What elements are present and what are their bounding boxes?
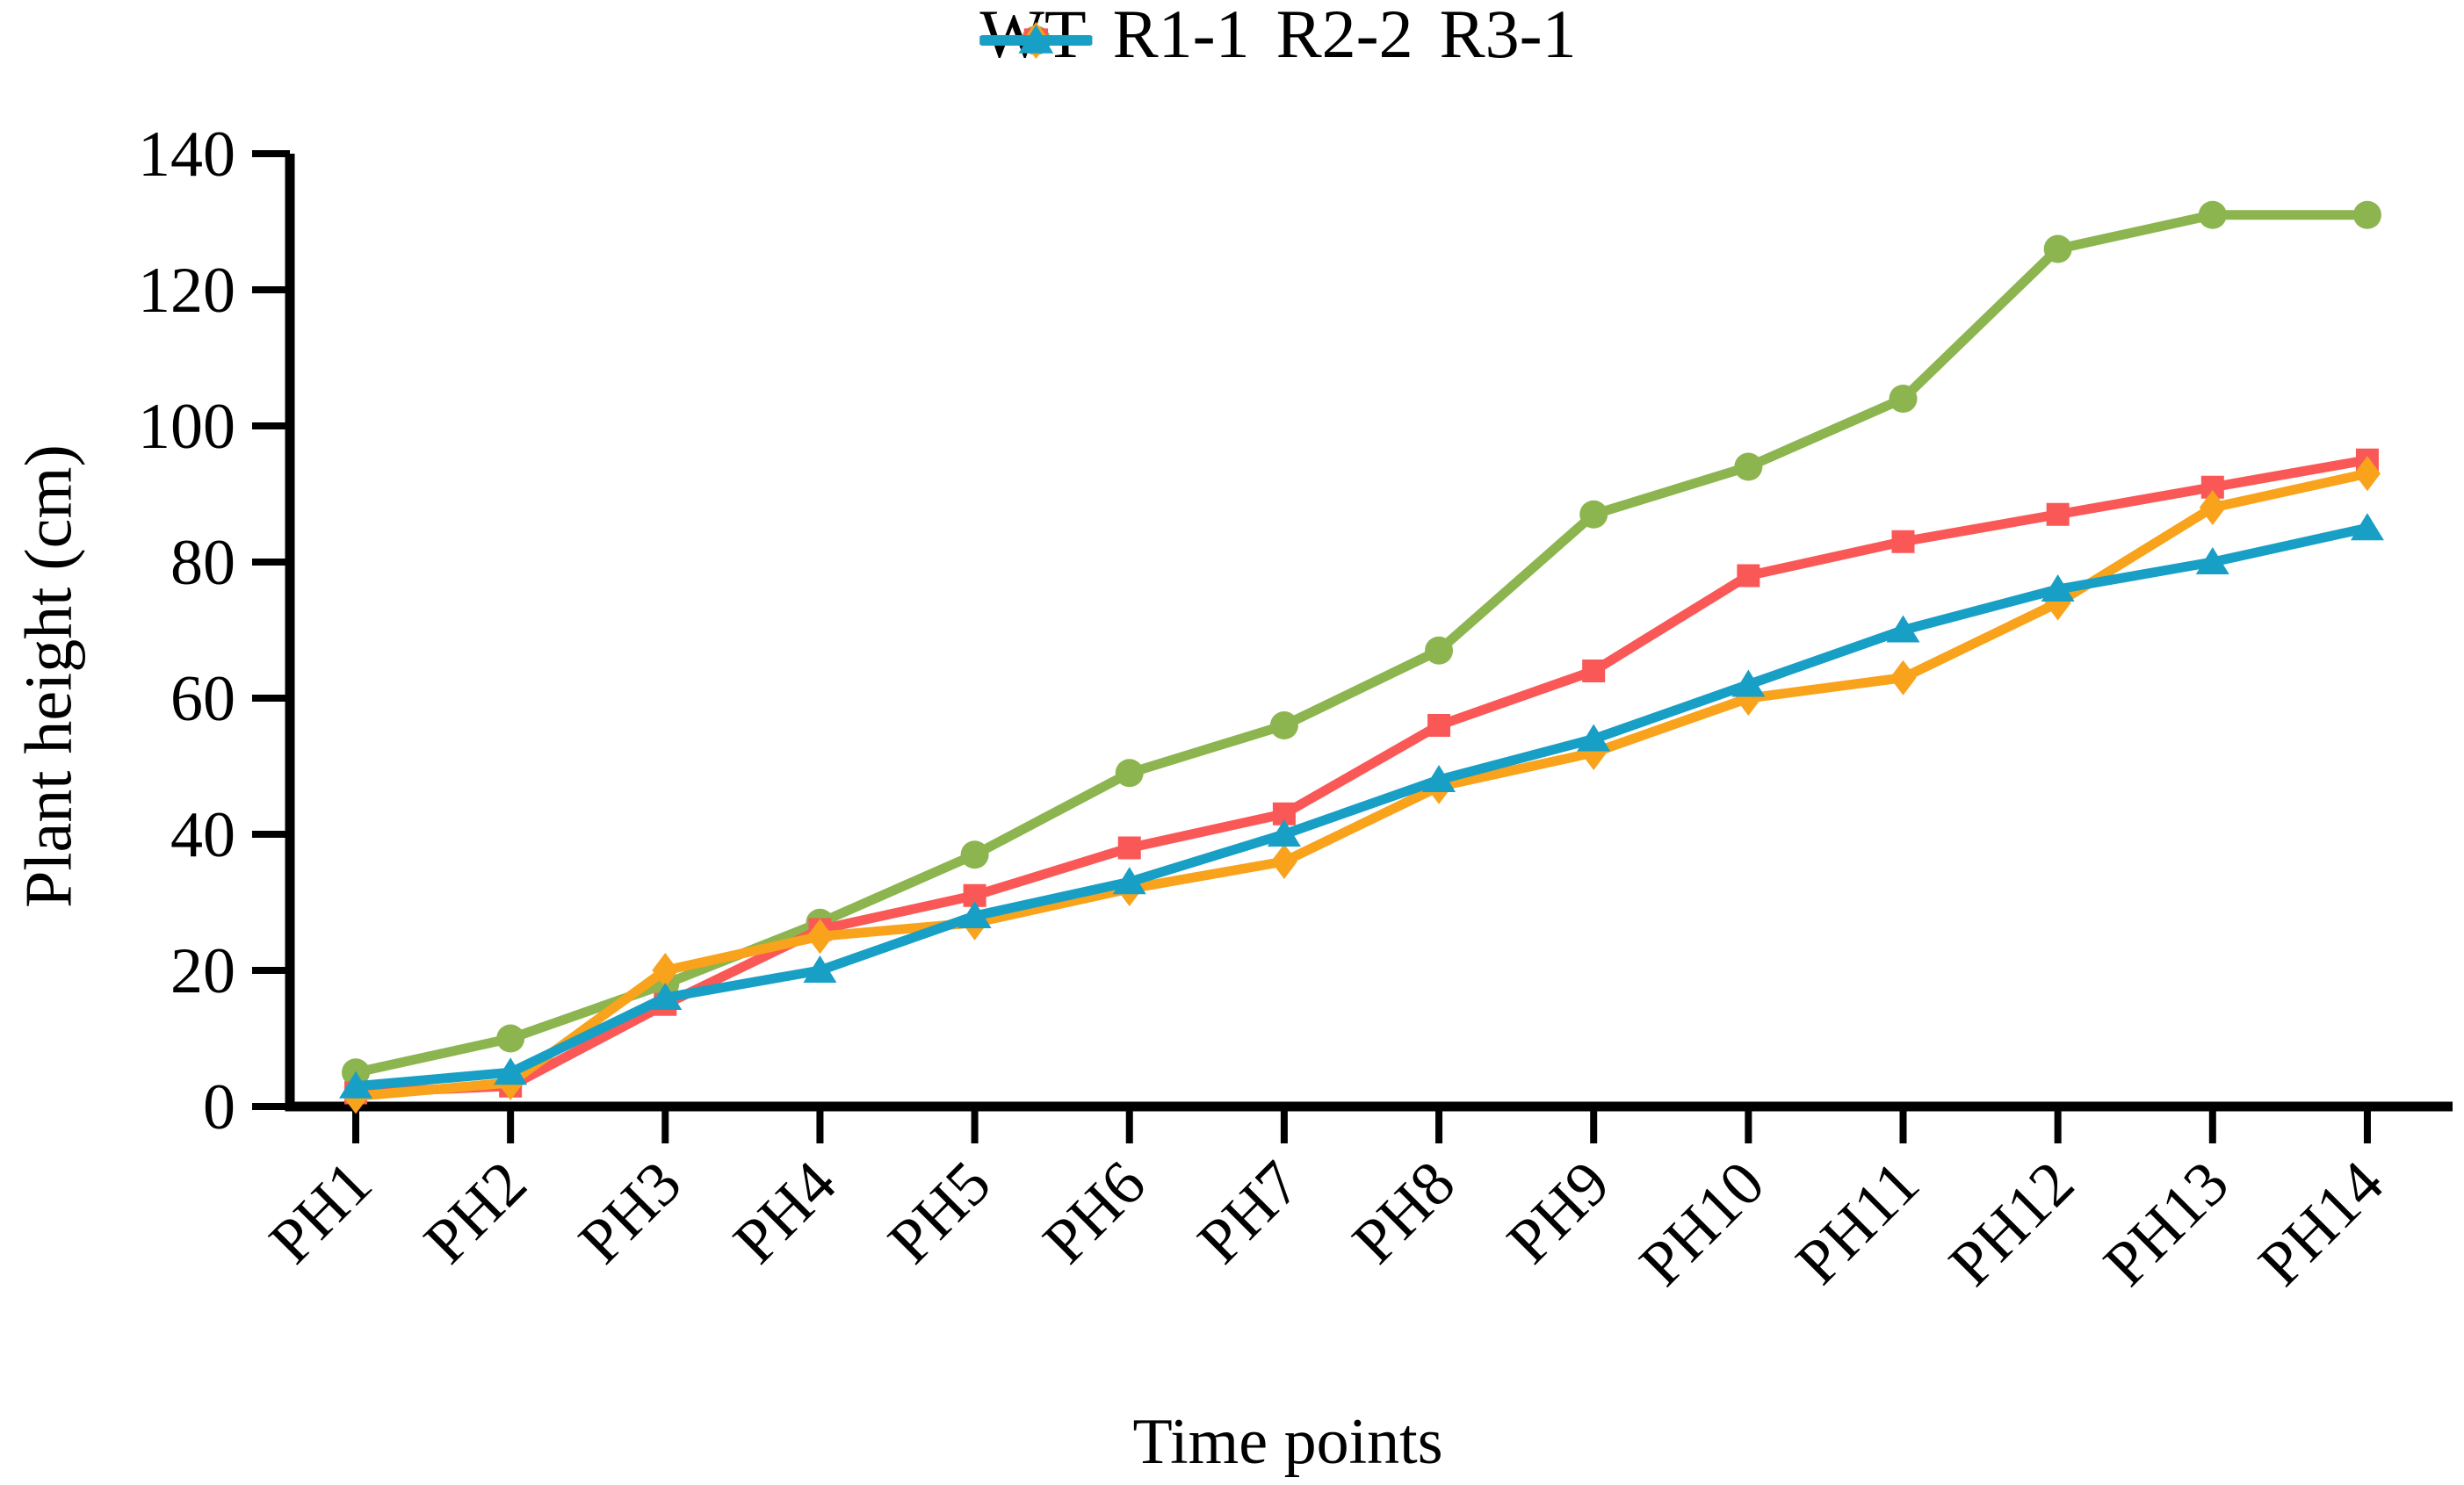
triangle-marker: [803, 955, 837, 983]
triangle-marker: [2350, 513, 2384, 541]
legend-label: R2-2: [1275, 0, 1413, 72]
circle-marker: [1269, 711, 1298, 739]
triangle-marker: [494, 1057, 528, 1085]
legend-item-R1-1: R1-1: [979, 0, 1250, 72]
x-tick-label: PH12: [1935, 1148, 2087, 1300]
x-tick-label: PH14: [2245, 1148, 2397, 1300]
legend-item-R2-2: R2-2: [979, 0, 1413, 72]
triangle-marker: [2041, 574, 2075, 602]
diamond-marker: [2199, 490, 2226, 525]
square-marker: [2046, 502, 2070, 526]
triangle-marker: [1267, 819, 1301, 847]
triangle-marker: [1422, 765, 1456, 792]
circle-marker: [1734, 452, 1763, 481]
x-tick-label: PH13: [2091, 1148, 2243, 1300]
y-axis-title: Plant height (cm): [11, 444, 86, 908]
y-tick-label: 20: [170, 935, 235, 1007]
y-tick-label: 140: [138, 119, 235, 191]
circle-marker: [1425, 636, 1454, 665]
x-tick-label: PH9: [1493, 1148, 1622, 1277]
x-tick-label: PH6: [1030, 1148, 1159, 1277]
y-tick-label: 60: [170, 663, 235, 735]
triangle-marker: [957, 901, 992, 928]
legend-item-R3-1: R3-1: [979, 0, 1577, 72]
x-tick-label: PH3: [566, 1148, 695, 1277]
circle-marker: [2198, 200, 2227, 229]
circle-marker: [960, 840, 989, 869]
circle-marker: [1115, 759, 1144, 788]
triangle-marker: [1731, 669, 1766, 697]
square-marker: [1891, 530, 1915, 553]
square-marker: [1737, 564, 1760, 588]
x-tick-label: PH8: [1339, 1148, 1468, 1277]
circle-marker: [2043, 234, 2072, 263]
axis-lines: [285, 154, 2453, 1112]
series-WT: [342, 200, 2381, 1087]
square-marker: [1117, 836, 1141, 860]
square-marker: [1427, 714, 1451, 737]
y-tick-label: 80: [170, 527, 235, 599]
y-axis: 0 20 40 60 80 100 120 140: [138, 119, 290, 1143]
series-line-R2-2: [350, 468, 2373, 1101]
legend-label: R3-1: [1439, 0, 1577, 72]
chart-legend: WTR1-1R2-2R3-1: [979, 0, 1577, 72]
triangle-marker: [1886, 615, 1920, 643]
diamond-marker: [806, 919, 834, 955]
y-tick-label: 40: [170, 799, 235, 871]
triangle-marker: [1577, 724, 1611, 752]
triangle-marker: [648, 983, 683, 1010]
circle-marker: [2352, 200, 2381, 229]
y-tick-label: 100: [138, 391, 235, 463]
y-tick-label: 120: [138, 255, 235, 327]
series-R3-1: [339, 513, 2384, 1099]
diamond-marker: [652, 953, 679, 988]
x-tick-label: PH4: [720, 1148, 849, 1277]
y-tick-label: 0: [203, 1071, 235, 1143]
triangle-marker: [2195, 547, 2229, 574]
circle-marker: [1579, 500, 1608, 529]
square-marker: [1582, 660, 1606, 682]
x-axis: PH1 PH2 PH3 PH4 PH5 PH6 PH7 PH8 PH9 PH10 PH11 PH12 P…: [256, 1107, 2396, 1299]
x-tick-label: PH10: [1626, 1148, 1778, 1300]
x-axis-title: Time points: [1132, 1406, 1443, 1478]
circle-marker: [496, 1024, 525, 1053]
diamond-marker: [1890, 660, 1917, 696]
diamond-marker: [1270, 844, 1297, 879]
x-tick-label: PH5: [875, 1148, 1004, 1277]
legend-swatch-triangle-icon: [979, 25, 1093, 54]
x-tick-label: PH7: [1184, 1148, 1313, 1277]
legend-label: R1-1: [1112, 0, 1250, 72]
x-tick-label: PH1: [256, 1148, 385, 1277]
diamond-marker: [2353, 456, 2381, 492]
series-line-R3-1: [350, 523, 2373, 1092]
series-line-WT: [350, 210, 2373, 1078]
triangle-marker: [339, 1070, 372, 1099]
triangle-marker: [1018, 25, 1054, 54]
circle-marker: [1889, 385, 1918, 413]
x-tick-label: PH2: [410, 1148, 539, 1277]
triangle-marker: [1112, 867, 1146, 895]
x-tick-label: PH11: [1782, 1148, 1933, 1298]
